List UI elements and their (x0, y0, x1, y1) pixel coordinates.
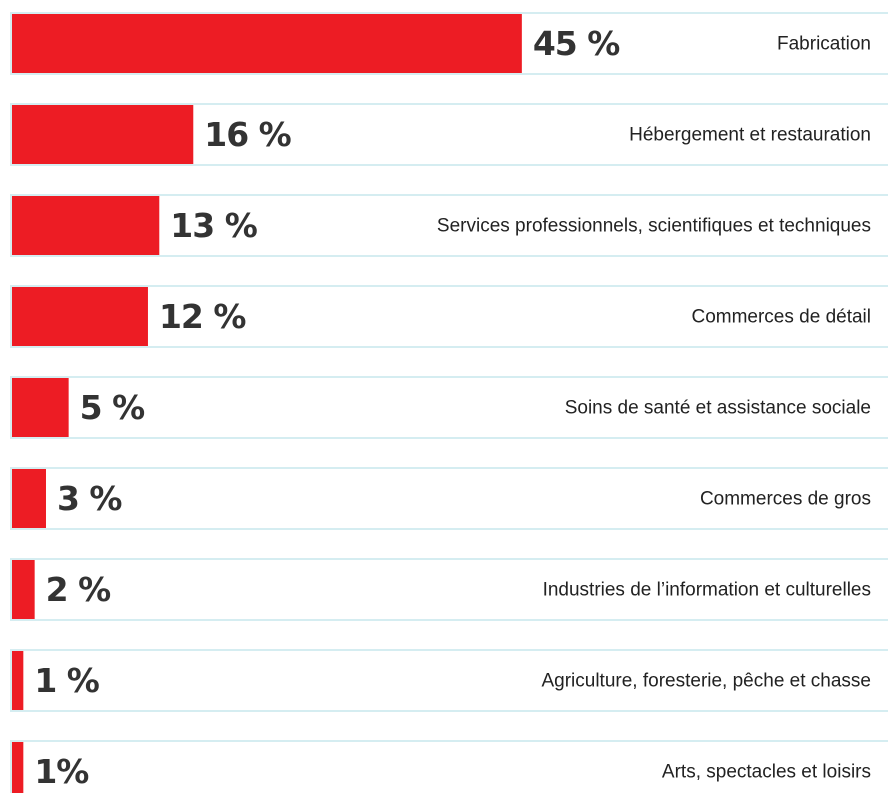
row-frame (10, 649, 888, 712)
category-label: Commerces de détail (691, 307, 871, 328)
value-label: 16 % (204, 115, 291, 154)
bar (12, 105, 194, 164)
row-frame (10, 558, 888, 621)
bar (12, 14, 522, 73)
row-frame (10, 194, 888, 257)
value-label: 5 % (80, 388, 145, 427)
value-label: 3 % (57, 479, 122, 518)
category-label: Services professionnels, scientifiques e… (437, 216, 871, 237)
bar (12, 651, 24, 710)
category-label: Fabrication (777, 34, 871, 55)
value-label: 13 % (170, 206, 257, 245)
value-label: 1% (34, 752, 89, 791)
bar (12, 469, 46, 528)
value-label: 2 % (46, 570, 111, 609)
row-frame (10, 285, 888, 348)
bar (12, 742, 24, 793)
row-frame (10, 740, 888, 793)
category-label: Soins de santé et assistance sociale (565, 398, 871, 419)
category-label: Commerces de gros (700, 489, 871, 510)
row-frame (10, 12, 888, 75)
category-label: Arts, spectacles et loisirs (662, 762, 871, 783)
category-label: Industries de l’information et culturell… (543, 580, 871, 601)
category-label: Agriculture, foresterie, pêche et chasse (541, 671, 871, 692)
bar (12, 378, 69, 437)
bar (12, 196, 160, 255)
row-frame (10, 103, 888, 166)
value-label: 45 % (533, 24, 620, 63)
value-label: 1 % (34, 661, 99, 700)
row-frame (10, 376, 888, 439)
bar (12, 287, 148, 346)
value-label: 12 % (159, 297, 246, 336)
row-frame (10, 467, 888, 530)
bar (12, 560, 35, 619)
category-label: Hébergement et restauration (629, 125, 871, 146)
